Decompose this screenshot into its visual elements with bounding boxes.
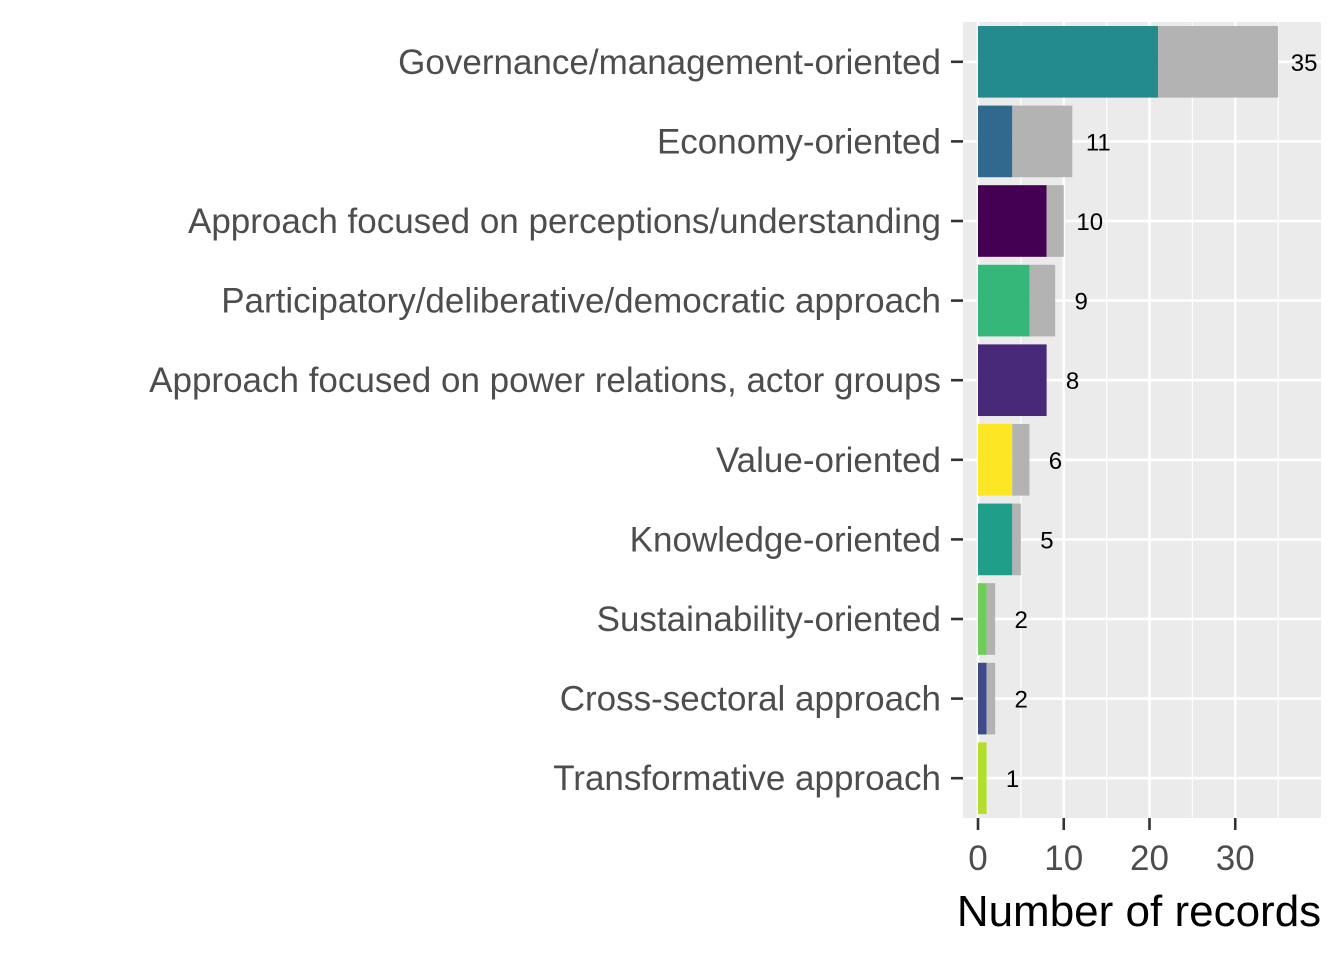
value-labels: 35 11 10 9 8 6 5 2 2 1: [1006, 50, 1318, 793]
bar-segment-primary: [978, 583, 987, 655]
x-tick-label: 30: [1216, 839, 1255, 878]
x-tick-label: 20: [1130, 839, 1169, 878]
bar-value-label: 10: [1076, 209, 1103, 236]
bar-segment-primary: [978, 742, 987, 815]
bar-segment-remainder: [986, 662, 996, 735]
bar-value-label: 2: [1014, 607, 1027, 634]
category-label: Approach focused on power relations, act…: [149, 361, 941, 400]
category-label: Cross-sectoral approach: [560, 680, 941, 719]
category-label: Knowledge-oriented: [630, 520, 941, 559]
bar-value-label: 6: [1049, 448, 1062, 475]
category-label: Economy-oriented: [657, 122, 941, 161]
bar-segment-primary: [978, 503, 1013, 576]
bar-value-label: 5: [1040, 527, 1053, 554]
bar-segment-primary: [978, 105, 1013, 178]
bar-segment-remainder: [1029, 264, 1056, 337]
y-axis: Governance/management-oriented Economy-or…: [149, 43, 963, 798]
category-label: Approach focused on perceptions/understa…: [188, 202, 941, 241]
bar-segment-primary: [978, 423, 1013, 496]
x-tick-label: 10: [1044, 839, 1083, 878]
bars: [978, 25, 1279, 815]
x-tick-label: 0: [968, 839, 987, 878]
bar-segment-remainder: [1046, 185, 1064, 257]
category-label: Transformative approach: [553, 759, 941, 798]
category-label: Value-oriented: [716, 441, 941, 480]
category-label: Governance/management-oriented: [398, 43, 941, 82]
bar-value-label: 1: [1006, 766, 1019, 793]
category-label: Participatory/deliberative/democratic ap…: [221, 282, 941, 321]
bar-segment-remainder: [986, 583, 996, 655]
bar-segment-primary: [978, 25, 1159, 98]
bar-segment-remainder: [1158, 25, 1279, 98]
bar-segment-primary: [978, 344, 1047, 417]
bar-value-label: 8: [1066, 368, 1079, 395]
bar-segment-remainder: [1012, 503, 1021, 576]
x-axis: 0 10 20 30: [968, 818, 1255, 878]
bar-value-label: 9: [1075, 289, 1088, 316]
bar-segment-remainder: [1012, 423, 1030, 496]
category-label: Sustainability-oriented: [597, 600, 941, 639]
bar-segment-primary: [978, 185, 1047, 257]
bar-value-label: 35: [1291, 50, 1318, 77]
bar-value-label: 2: [1014, 687, 1027, 714]
bar-segment-remainder: [1012, 105, 1073, 178]
bar-segment-primary: [978, 662, 987, 735]
bar-value-label: 11: [1086, 129, 1111, 156]
x-axis-title: Number of records: [957, 887, 1321, 936]
bar-segment-primary: [978, 264, 1030, 337]
